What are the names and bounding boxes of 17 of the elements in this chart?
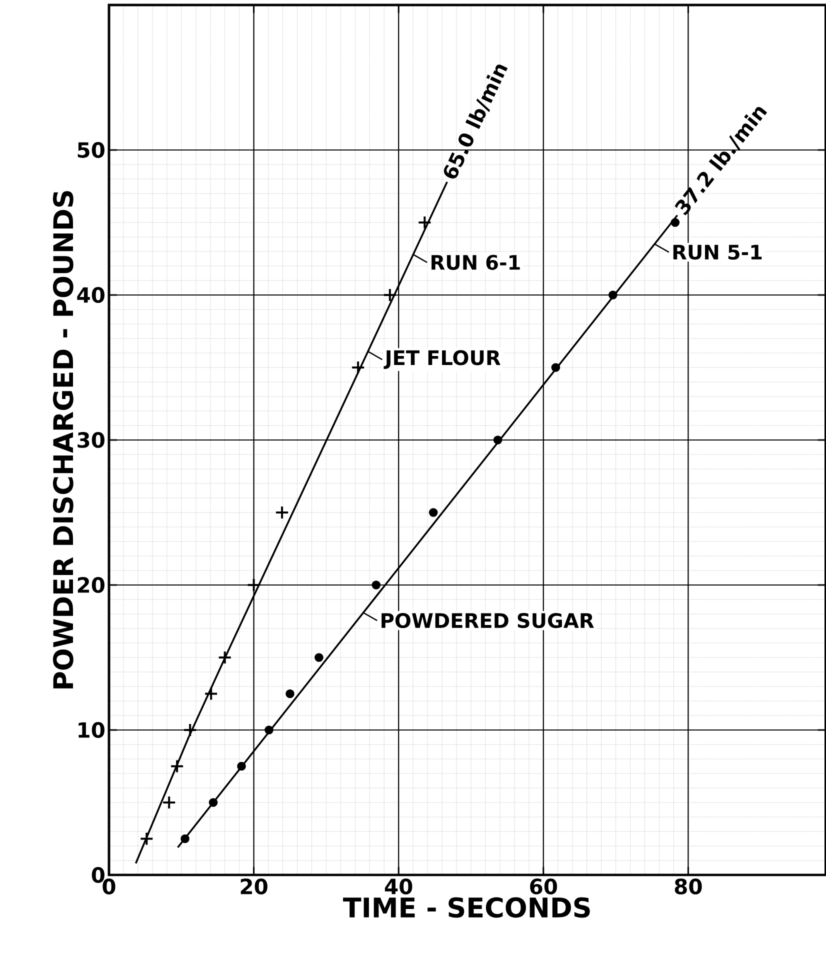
y-tick-label: 20	[78, 577, 104, 593]
y-axis-title: POWDER DISCHARGED - POUNDS	[52, 191, 74, 688]
y-tick-label: 30	[78, 432, 104, 448]
x-tick-label: 80	[674, 878, 702, 894]
annotation: JET FLOUR	[384, 350, 500, 369]
y-tick-label: 50	[78, 142, 104, 158]
y-tick-label: 40	[77, 287, 104, 303]
annotation: RUN 6-1	[432, 254, 520, 270]
annotation: POWDERED SUGAR	[382, 612, 594, 628]
x-tick-label: 0	[102, 878, 116, 894]
y-tick-label: 10	[78, 722, 104, 738]
x-tick-label: 40	[384, 878, 412, 894]
y-tick-label: 0	[92, 867, 104, 883]
x-axis-title: TIME - SECONDS	[343, 897, 590, 918]
x-tick-label: 60	[530, 878, 558, 894]
x-tick-label: 20	[240, 878, 268, 894]
annotation: RUN 5-1	[673, 244, 762, 260]
